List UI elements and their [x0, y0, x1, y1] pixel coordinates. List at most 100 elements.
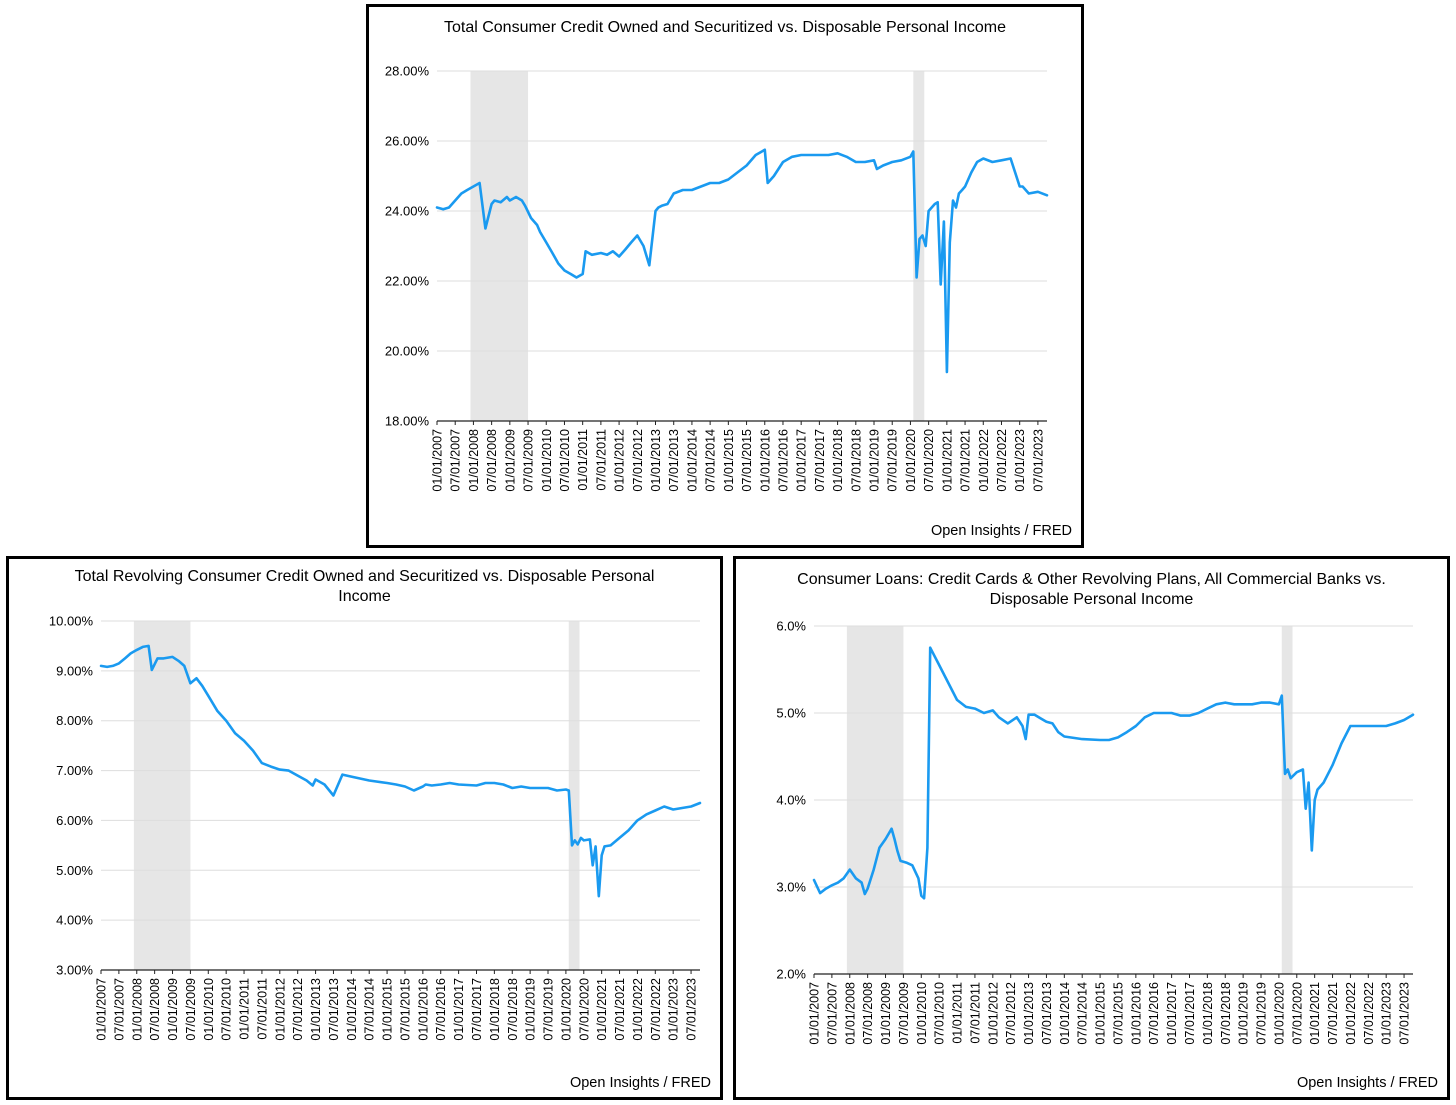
y-tick-label: 18.00%: [385, 414, 430, 429]
x-tick-label: 07/01/2010: [558, 429, 572, 492]
x-tick-label: 01/01/2019: [524, 978, 538, 1041]
x-tick-label: 01/01/2014: [685, 429, 699, 492]
y-tick-label: 20.00%: [385, 344, 430, 359]
x-tick-label: 01/01/2018: [1201, 982, 1215, 1045]
chart-source: Open Insights / FRED: [930, 523, 1072, 539]
x-tick-label: 07/01/2008: [148, 978, 162, 1041]
x-tick-label: 01/01/2011: [951, 982, 965, 1044]
x-tick-label: 01/01/2010: [202, 978, 216, 1041]
x-tick-label: 01/01/2012: [613, 429, 627, 492]
y-tick-label: 7.00%: [56, 763, 93, 778]
y-tick-label: 2.0%: [776, 967, 806, 982]
x-tick-label: 07/01/2014: [1076, 982, 1090, 1045]
x-tick-label: 07/01/2007: [112, 978, 126, 1041]
x-tick-label: 07/01/2021: [959, 429, 973, 492]
y-tick-label: 8.00%: [56, 713, 93, 728]
series-line-0: [99, 644, 702, 898]
x-tick-label: 01/01/2021: [1308, 982, 1322, 1045]
x-tick-label: 01/01/2013: [309, 978, 323, 1041]
x-tick-label: 01/01/2018: [831, 429, 845, 492]
chart-title: Total Consumer Credit Owned and Securiti…: [443, 19, 1007, 36]
x-tick-label: 01/01/2016: [758, 429, 772, 492]
x-tick-label: 01/01/2013: [649, 429, 663, 492]
x-tick-label: 01/01/2009: [503, 429, 517, 492]
x-tick-label: 07/01/2015: [398, 978, 412, 1041]
x-tick-label: 07/01/2017: [1183, 982, 1197, 1045]
x-tick-label: 01/01/2008: [467, 429, 481, 492]
y-tick-label: 3.00%: [56, 963, 93, 978]
x-tick-label: 01/01/2010: [915, 982, 929, 1045]
x-tick-label: 07/01/2014: [363, 978, 377, 1041]
x-tick-label: 07/01/2016: [1147, 982, 1161, 1045]
x-tick-label: 07/01/2010: [933, 982, 947, 1045]
x-tick-label: 07/01/2016: [776, 429, 790, 492]
x-tick-label: 07/01/2009: [522, 429, 536, 492]
x-tick-label: 07/01/2013: [327, 978, 341, 1041]
x-tick-label: 01/01/2012: [986, 982, 1000, 1045]
recession-band-1: [568, 621, 580, 970]
x-tick-label: 01/01/2021: [940, 429, 954, 492]
x-tick-label: 07/01/2009: [897, 982, 911, 1045]
x-tick-label: 07/01/2016: [434, 978, 448, 1041]
y-tick-label: 5.0%: [776, 706, 806, 721]
x-tick-label: 01/01/2016: [1129, 982, 1143, 1045]
x-tick-label: 01/01/2020: [1272, 982, 1286, 1045]
x-tick-label: 07/01/2022: [1362, 982, 1376, 1045]
y-tick-label: 24.00%: [385, 204, 430, 219]
chart-title: Consumer Loans: Credit Cards & Other Rev…: [797, 571, 1386, 608]
x-tick-label: 07/01/2018: [506, 978, 520, 1041]
x-tick-label: 07/01/2011: [255, 978, 269, 1040]
x-tick-label: 01/01/2016: [416, 978, 430, 1041]
x-tick-label: 01/01/2007: [95, 978, 109, 1041]
x-tick-label: 01/01/2014: [345, 978, 359, 1041]
x-tick-label: 07/01/2008: [485, 429, 499, 492]
chart-panel-revolving-consumer-credit: Total Revolving Consumer Credit Owned an…: [6, 556, 723, 1100]
x-tick-label: 01/01/2022: [631, 978, 645, 1041]
x-tick-label: 01/01/2021: [595, 978, 609, 1041]
recession-band-0: [470, 71, 529, 421]
x-tick-label: 01/01/2017: [795, 429, 809, 492]
x-tick-label: 01/01/2020: [904, 429, 918, 492]
x-tick-label: 07/01/2012: [1004, 982, 1018, 1045]
x-tick-label: 01/01/2013: [1022, 982, 1036, 1045]
x-tick-label: 07/01/2017: [813, 429, 827, 492]
x-tick-label: 07/01/2008: [861, 982, 875, 1045]
x-tick-label: 07/01/2022: [649, 978, 663, 1041]
x-tick-label: 01/01/2015: [381, 978, 395, 1041]
y-tick-label: 4.00%: [56, 913, 93, 928]
recession-band-0: [133, 621, 191, 970]
x-tick-label: 01/01/2022: [977, 429, 991, 492]
x-tick-label: 07/01/2014: [704, 429, 718, 492]
x-tick-label: 01/01/2008: [843, 982, 857, 1045]
x-tick-label: 07/01/2013: [667, 429, 681, 492]
x-tick-label: 01/01/2023: [1380, 982, 1394, 1045]
x-tick-label: 01/01/2023: [667, 978, 681, 1041]
y-tick-label: 10.00%: [49, 614, 94, 629]
chart-title: Total Revolving Consumer Credit Owned an…: [74, 568, 655, 605]
x-tick-label: 07/01/2021: [1326, 982, 1340, 1045]
x-tick-label: 01/01/2017: [1165, 982, 1179, 1045]
x-tick-label: 07/01/2018: [1219, 982, 1233, 1045]
x-tick-label: 01/01/2022: [1344, 982, 1358, 1045]
x-tick-label: 07/01/2021: [613, 978, 627, 1041]
x-tick-label: 07/01/2018: [849, 429, 863, 492]
x-tick-label: 01/01/2017: [452, 978, 466, 1041]
x-tick-label: 07/01/2012: [291, 978, 305, 1041]
y-tick-label: 9.00%: [56, 663, 93, 678]
x-tick-label: 01/01/2023: [1013, 429, 1027, 492]
x-tick-label: 07/01/2009: [184, 978, 198, 1041]
x-tick-label: 07/01/2015: [1111, 982, 1125, 1045]
x-tick-label: 01/01/2019: [868, 429, 882, 492]
x-tick-label: 07/01/2011: [594, 429, 608, 491]
y-tick-label: 26.00%: [385, 134, 430, 149]
y-tick-label: 3.0%: [776, 880, 806, 895]
series-line-0: [812, 646, 1415, 900]
x-tick-label: 07/01/2010: [220, 978, 234, 1041]
x-tick-label: 01/01/2020: [559, 978, 573, 1041]
y-tick-label: 22.00%: [385, 274, 430, 289]
x-tick-label: 07/01/2020: [1290, 982, 1304, 1045]
x-tick-label: 07/01/2023: [1031, 429, 1045, 492]
x-tick-label: 07/01/2017: [470, 978, 484, 1041]
x-tick-label: 01/01/2012: [273, 978, 287, 1041]
y-tick-label: 4.0%: [776, 793, 806, 808]
